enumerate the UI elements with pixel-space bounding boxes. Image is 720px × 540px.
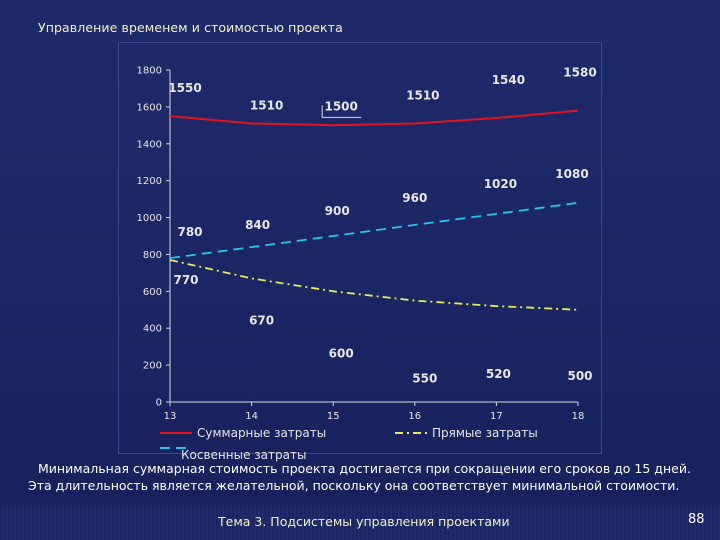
data-label: 960 (402, 191, 427, 205)
chart-frame (118, 42, 602, 454)
x-tick-label: 13 (164, 411, 177, 422)
data-label: 550 (412, 372, 437, 386)
y-tick-label: 1000 (137, 213, 162, 224)
y-tick-label: 200 (143, 361, 162, 372)
data-label: 840 (245, 218, 270, 232)
data-label: 1510 (250, 98, 283, 112)
y-tick-label: 1400 (137, 139, 162, 150)
series-line (169, 201, 579, 259)
data-label: 770 (173, 273, 198, 287)
slide-title: Управление временем и стоимостью проекта (38, 20, 343, 35)
data-label: 500 (567, 369, 592, 383)
y-tick-label: 600 (143, 287, 162, 298)
x-tick-label: 17 (490, 411, 503, 422)
series-line (169, 259, 579, 311)
y-tick-label: 1800 (137, 66, 162, 77)
page-number: 88 (688, 512, 705, 527)
x-tick-label: 18 (572, 411, 585, 422)
caption-line-1: Минимальная суммарная стоимость проекта … (38, 461, 691, 476)
y-tick-label: 0 (156, 398, 162, 409)
data-label: 1550 (168, 81, 201, 95)
y-tick-label: 800 (143, 250, 162, 261)
series-line (169, 109, 579, 127)
caption-line-2: Эта длительность является желательной, п… (28, 478, 680, 493)
y-tick-label: 1600 (137, 102, 162, 113)
data-label: 1510 (406, 88, 439, 102)
data-label: 900 (325, 204, 350, 218)
footer-topic: Тема 3. Подсистемы управления проектами (218, 514, 510, 529)
data-label: 1020 (484, 177, 517, 191)
y-tick-label: 1200 (137, 176, 162, 187)
y-tick-label: 400 (143, 324, 162, 335)
footer-bar (0, 505, 720, 540)
data-label: 600 (329, 346, 354, 360)
minimum-callout-bracket (321, 105, 362, 118)
legend-label: Косвенные затраты (181, 448, 306, 462)
x-tick-label: 16 (408, 411, 421, 422)
x-tick-label: 14 (245, 411, 258, 422)
x-tick-label: 15 (327, 411, 340, 422)
legend-label: Суммарные затраты (197, 426, 326, 440)
data-label: 1500 (324, 99, 357, 113)
data-label: 1540 (492, 73, 525, 87)
data-label: 670 (249, 313, 274, 327)
data-label: 1580 (563, 66, 596, 80)
legend-label: Прямые затраты (432, 426, 538, 440)
data-label: 1080 (555, 167, 588, 181)
data-label: 520 (486, 367, 511, 381)
data-label: 780 (177, 225, 202, 239)
